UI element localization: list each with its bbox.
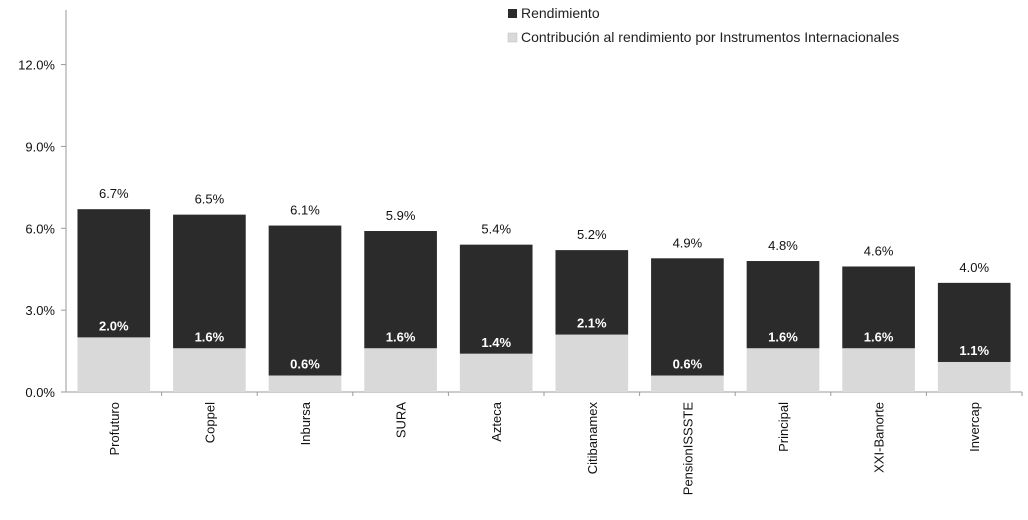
y-tick-label: 3.0% <box>25 303 55 318</box>
bar-contribucion-label: 1.6% <box>195 329 225 344</box>
category-label: Profuturo <box>107 402 122 455</box>
y-ticks: 0.0% 3.0% 6.0% 9.0% 12.0% <box>18 58 66 400</box>
bar-rendimiento <box>937 282 1011 362</box>
legend-label-contribucion: Contribución al rendimiento por Instrume… <box>521 29 899 45</box>
bar-contribucion <box>173 348 246 392</box>
bar-rendimiento <box>555 250 629 335</box>
bar-contribucion-label: 1.6% <box>864 329 894 344</box>
category-label: Inbursa <box>298 401 313 445</box>
bar-contribucion <box>746 348 820 392</box>
bar-total-label: 6.1% <box>290 203 320 218</box>
bar-total-label: 5.4% <box>481 222 511 237</box>
bar-contribucion-label: 2.0% <box>99 318 129 333</box>
category-label: SURA <box>394 402 409 438</box>
bar-contribucion-label: 0.6% <box>673 357 703 372</box>
bar-rendimiento <box>77 209 151 338</box>
category-label: Coppel <box>202 402 217 443</box>
bar-rendimiento <box>651 258 724 376</box>
bar-contribucion <box>555 334 629 392</box>
legend-swatch-rendimiento <box>508 9 517 18</box>
category-label: XXI-Banorte <box>872 402 887 473</box>
bar-rendimiento <box>746 261 820 349</box>
bar-contribucion-label: 1.4% <box>481 335 511 350</box>
bar-total-label: 4.9% <box>673 235 703 250</box>
bar-contribucion <box>268 375 342 392</box>
bar-rendimiento <box>364 231 437 349</box>
bar-contribucion <box>937 361 1011 392</box>
bar-rendimiento <box>842 266 915 349</box>
bar-total-label: 4.0% <box>959 260 989 275</box>
category-labels: Profuturo Coppel Inbursa SURA Azteca Citibana… <box>107 392 1023 496</box>
bar-contribucion <box>651 375 724 392</box>
bar-total-label: 5.9% <box>386 208 416 223</box>
bar-contribucion-label: 0.6% <box>290 357 320 372</box>
bar-total-label: 5.2% <box>577 227 607 242</box>
bar-contribucion <box>364 348 437 392</box>
legend: Rendimiento Contribución al rendimiento … <box>507 5 899 45</box>
bar-contribucion-label: 1.1% <box>959 343 989 358</box>
bar-contribucion <box>77 337 151 392</box>
bars: 6.7% 2.0% 6.5% 1.6% 6.1% 0.6% 5.9% 1.6% 5.4% 1.4%… <box>77 186 1011 392</box>
category-label: Azteca <box>489 401 504 442</box>
category-label: PensionISSSTE <box>680 402 695 496</box>
y-tick-label: 6.0% <box>25 221 55 236</box>
y-tick-label: 12.0% <box>18 58 55 73</box>
bar-total-label: 4.6% <box>864 243 894 258</box>
bar-rendimiento <box>459 244 533 354</box>
legend-label-rendimiento: Rendimiento <box>521 5 600 21</box>
bar-rendimiento <box>173 214 246 349</box>
bar-total-label: 4.8% <box>768 238 798 253</box>
bar-rendimiento <box>268 225 342 376</box>
bar-contribucion <box>842 348 915 392</box>
legend-swatch-contribucion <box>507 32 518 43</box>
category-label: Principal <box>776 402 791 452</box>
bar-contribucion-label: 1.6% <box>386 329 416 344</box>
bar-contribucion-label: 1.6% <box>768 329 798 344</box>
category-label: Citibanamex <box>585 402 600 475</box>
y-tick-label: 9.0% <box>25 139 55 154</box>
y-tick-label: 0.0% <box>25 385 55 400</box>
bar-total-label: 6.7% <box>99 186 129 201</box>
bar-contribucion <box>459 353 533 392</box>
category-label: Invercap <box>967 402 982 452</box>
bar-contribucion-label: 2.1% <box>577 316 607 331</box>
bar-total-label: 6.5% <box>195 192 225 207</box>
